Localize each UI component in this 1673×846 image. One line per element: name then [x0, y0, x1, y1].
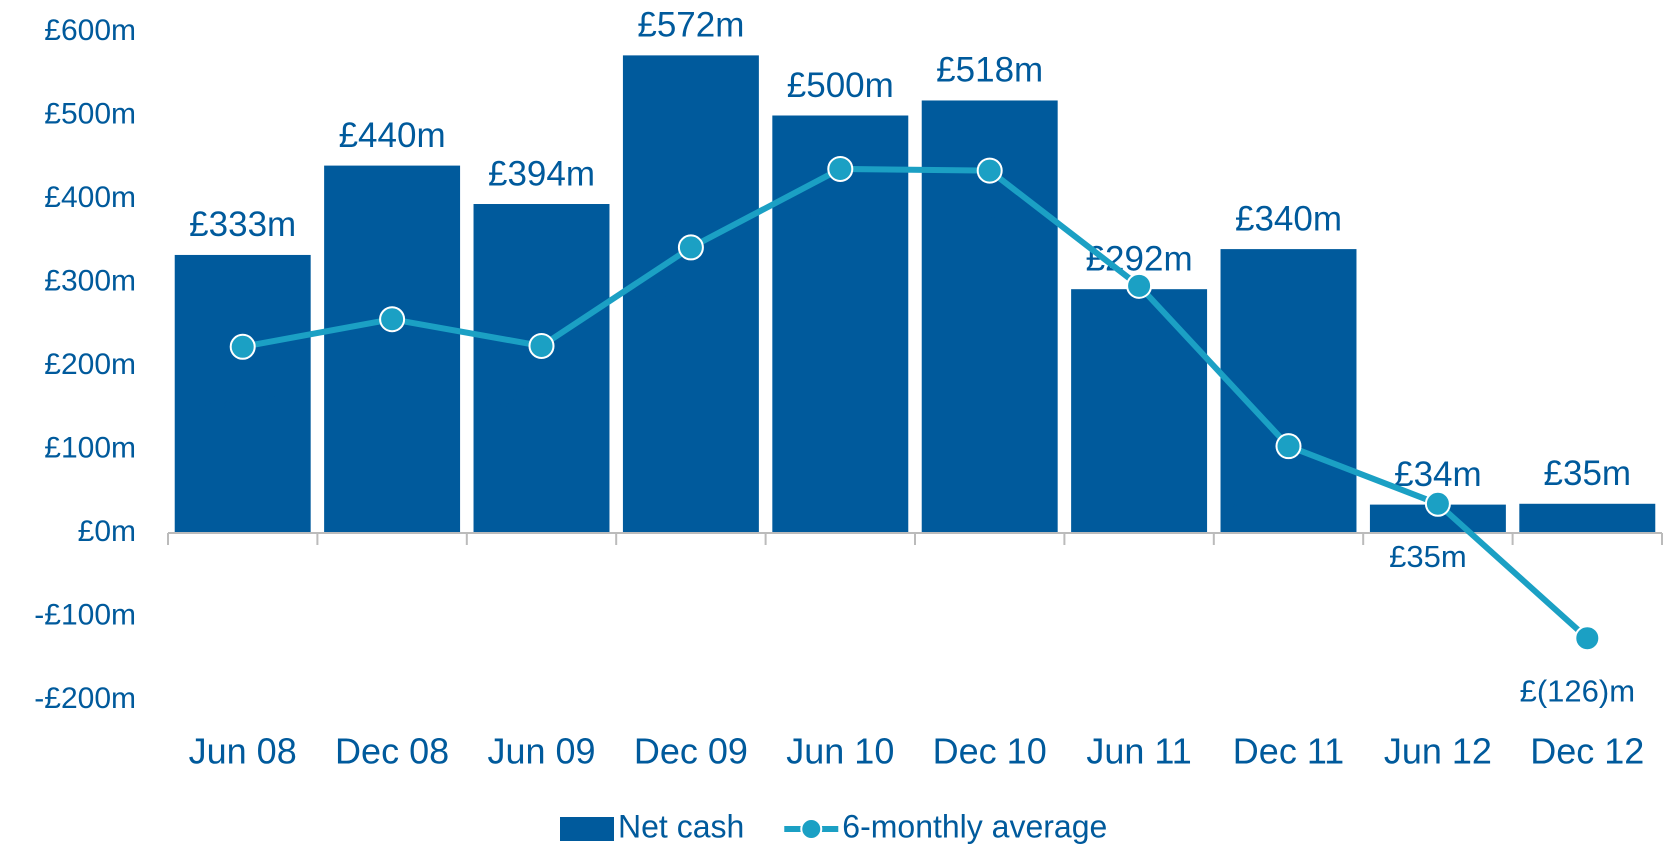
line-point	[827, 155, 854, 182]
line-value-label: £104m	[1231, 481, 1326, 516]
bar-value-label: £572m	[637, 6, 744, 45]
line-point	[229, 333, 256, 360]
legend-swatch	[560, 817, 614, 841]
y-tick-label: £500m	[44, 97, 136, 130]
bar-value-label: £340m	[1235, 199, 1342, 238]
y-tick-label: £400m	[44, 181, 136, 214]
line-value-label: £(126)m	[1520, 673, 1635, 708]
bar	[772, 115, 909, 533]
bar	[1220, 249, 1357, 533]
bar-value-label: £440m	[339, 116, 446, 155]
line-value-label: £434m	[932, 206, 1027, 241]
x-tick-label: Dec 12	[1530, 731, 1644, 772]
bar-value-label: £34m	[1394, 455, 1482, 494]
line-value-label: £342m	[634, 283, 729, 318]
line-point	[528, 332, 555, 359]
bar	[174, 254, 311, 533]
x-tick-label: Jun 08	[189, 731, 297, 772]
line-value-label: £296m	[1082, 321, 1177, 356]
bar	[324, 165, 461, 533]
bar-value-label: £394m	[488, 154, 595, 193]
line-value-label: £223m	[185, 382, 280, 417]
line-point	[1574, 625, 1601, 652]
line-point	[1275, 433, 1302, 460]
bar-value-label: £333m	[189, 205, 296, 244]
line-point	[379, 306, 406, 333]
x-tick-label: Jun 10	[786, 731, 894, 772]
x-tick-label: Jun 09	[487, 731, 595, 772]
x-tick-label: Dec 10	[933, 731, 1047, 772]
y-tick-label: £600m	[44, 14, 136, 47]
y-tick-label: £100m	[44, 431, 136, 464]
x-tick-label: Jun 12	[1384, 731, 1492, 772]
line-point	[1126, 272, 1153, 299]
bar-value-label: £35m	[1544, 454, 1632, 493]
line-value-label: £224m	[484, 381, 579, 416]
line-point	[677, 234, 704, 261]
bar	[622, 55, 759, 533]
legend-label: Net cash	[618, 808, 744, 844]
bar-value-label: £518m	[936, 51, 1043, 90]
legend-swatch-point	[800, 818, 823, 840]
bar	[1071, 289, 1208, 533]
x-tick-label: Dec 09	[634, 731, 748, 772]
y-tick-label: £300m	[44, 264, 136, 297]
x-tick-label: Dec 11	[1233, 731, 1344, 772]
x-tick-label: Jun 11	[1086, 731, 1191, 772]
line-value-label: £256m	[335, 354, 430, 389]
line-value-label: £436m	[783, 204, 878, 239]
bar-value-label: £500m	[787, 66, 894, 105]
y-tick-label: £200m	[44, 348, 136, 381]
line-value-label: £35m	[1389, 539, 1467, 574]
y-tick-label: -£100m	[34, 598, 136, 631]
y-tick-label: £0m	[78, 515, 136, 548]
line	[242, 165, 1590, 641]
legend-label: 6-monthly average	[842, 808, 1107, 844]
x-tick-label: Dec 08	[335, 731, 449, 772]
bar	[473, 204, 610, 533]
line-point	[1424, 490, 1451, 517]
line-point	[976, 157, 1003, 184]
bar	[1519, 503, 1656, 533]
y-tick-label: -£200m	[34, 682, 136, 715]
